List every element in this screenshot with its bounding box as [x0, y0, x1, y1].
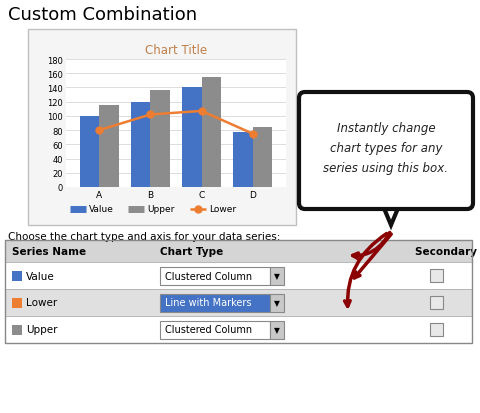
- FancyBboxPatch shape: [5, 316, 471, 343]
- Text: Custom Combination: Custom Combination: [8, 6, 197, 24]
- FancyBboxPatch shape: [28, 30, 295, 225]
- Text: ▼: ▼: [274, 298, 279, 307]
- Bar: [252, 127, 272, 188]
- FancyBboxPatch shape: [160, 294, 269, 312]
- FancyBboxPatch shape: [429, 269, 442, 282]
- Text: Upper: Upper: [147, 205, 174, 214]
- Text: Chart Type: Chart Type: [160, 247, 223, 256]
- Text: ▼: ▼: [274, 325, 279, 334]
- Text: Series Name: Series Name: [12, 247, 86, 256]
- FancyBboxPatch shape: [5, 262, 471, 289]
- Bar: [80, 116, 99, 188]
- FancyBboxPatch shape: [160, 321, 269, 339]
- FancyBboxPatch shape: [12, 325, 22, 335]
- Text: Value: Value: [26, 271, 55, 281]
- Text: Upper: Upper: [26, 325, 58, 335]
- FancyBboxPatch shape: [269, 321, 283, 339]
- Text: Line with Markers: Line with Markers: [165, 298, 251, 308]
- Text: Secondary Axis: Secondary Axis: [414, 247, 480, 256]
- Bar: [201, 78, 221, 188]
- FancyBboxPatch shape: [12, 298, 22, 308]
- Text: Choose the chart type and axis for your data series:: Choose the chart type and axis for your …: [8, 231, 280, 242]
- Text: Lower: Lower: [26, 298, 57, 308]
- FancyBboxPatch shape: [429, 296, 442, 309]
- FancyBboxPatch shape: [160, 267, 269, 285]
- Bar: [233, 132, 252, 188]
- FancyBboxPatch shape: [429, 323, 442, 336]
- FancyBboxPatch shape: [5, 289, 471, 316]
- FancyBboxPatch shape: [5, 240, 471, 262]
- Polygon shape: [380, 202, 400, 225]
- FancyBboxPatch shape: [269, 267, 283, 285]
- FancyBboxPatch shape: [12, 271, 22, 281]
- Text: Clustered Column: Clustered Column: [165, 271, 252, 281]
- Title: Chart Title: Chart Title: [144, 44, 206, 57]
- FancyBboxPatch shape: [299, 93, 472, 209]
- FancyBboxPatch shape: [269, 294, 283, 312]
- Text: Value: Value: [89, 205, 114, 214]
- Bar: [150, 91, 169, 188]
- Bar: [182, 88, 201, 188]
- Text: Clustered Column: Clustered Column: [165, 325, 252, 335]
- Text: ▼: ▼: [274, 271, 279, 280]
- Bar: [131, 102, 150, 188]
- Bar: [99, 106, 119, 188]
- Text: Lower: Lower: [209, 205, 236, 214]
- Text: Instantly change
chart types for any
series using this box.: Instantly change chart types for any ser…: [323, 122, 447, 175]
